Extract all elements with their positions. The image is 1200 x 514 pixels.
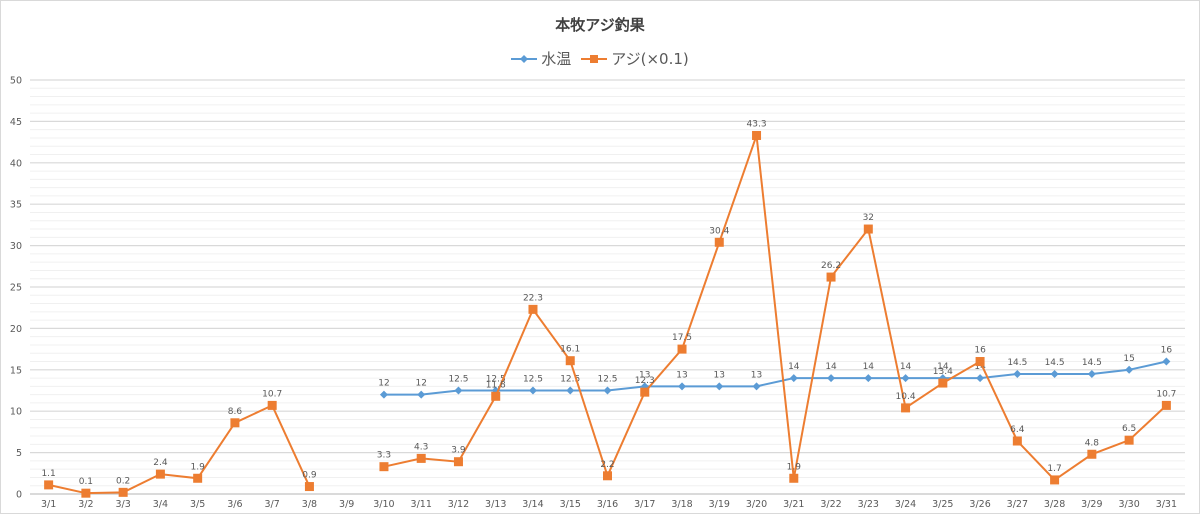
legend-item-water-temp[interactable]: 水温 — [511, 48, 571, 69]
chart-title: 本牧アジ釣果 — [555, 16, 645, 34]
chart-legend: 水温 アジ(×0.1) — [0, 48, 1200, 69]
diamond-marker-icon — [511, 54, 538, 63]
legend-label: アジ(×0.1) — [611, 50, 689, 68]
legend-item-aji[interactable]: アジ(×0.1) — [581, 48, 689, 69]
square-marker-icon — [581, 54, 608, 63]
legend-label: 水温 — [541, 50, 572, 68]
